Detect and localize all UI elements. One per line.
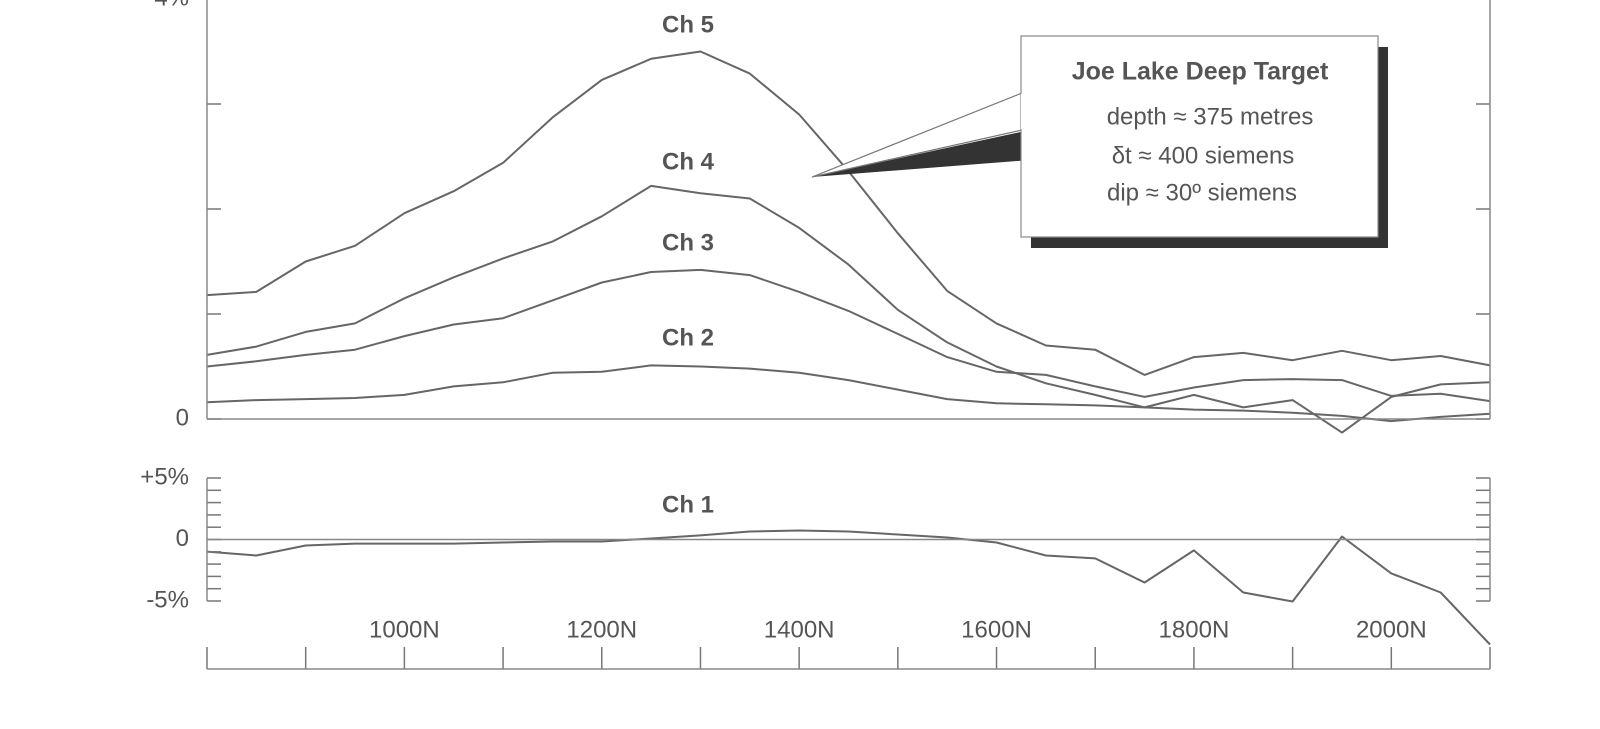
y-tick-label: 0 — [176, 525, 189, 552]
series-line — [206, 268, 1491, 403]
x-tick-label: 2000N — [1356, 616, 1427, 643]
annotation-title: Joe Lake Deep Target — [1072, 58, 1329, 86]
annotation: Joe Lake Deep Target depth ≈ 375 metres … — [811, 35, 1388, 248]
series-line — [206, 184, 1491, 434]
series-line — [206, 364, 1491, 423]
series-label: Ch 5 — [662, 11, 714, 38]
y-tick-label: 4% — [154, 0, 189, 11]
x-tick-label: 1800N — [1159, 616, 1230, 643]
x-tick-label: 1000N — [369, 616, 440, 643]
annotation-box — [1020, 35, 1379, 238]
y-tick-label: 0 — [176, 404, 189, 431]
series-label: Ch 2 — [662, 324, 714, 351]
x-tick-label: 1200N — [566, 616, 637, 643]
series-label: Ch 3 — [662, 229, 714, 256]
annotation-line: δt ≈ 400 siemens — [1112, 142, 1295, 169]
x-tick-label: 1400N — [764, 616, 835, 643]
y-tick-label: +5% — [140, 463, 189, 490]
series-line — [206, 529, 1491, 646]
y-tick-label: -5% — [146, 586, 189, 613]
x-tick-label: 1600N — [961, 616, 1032, 643]
annotation-line: dip ≈ 30º siemens — [1107, 179, 1297, 206]
series-label: Ch 1 — [662, 491, 714, 518]
series-label: Ch 4 — [662, 148, 715, 175]
annotation-line: depth ≈ 375 metres — [1107, 103, 1314, 130]
